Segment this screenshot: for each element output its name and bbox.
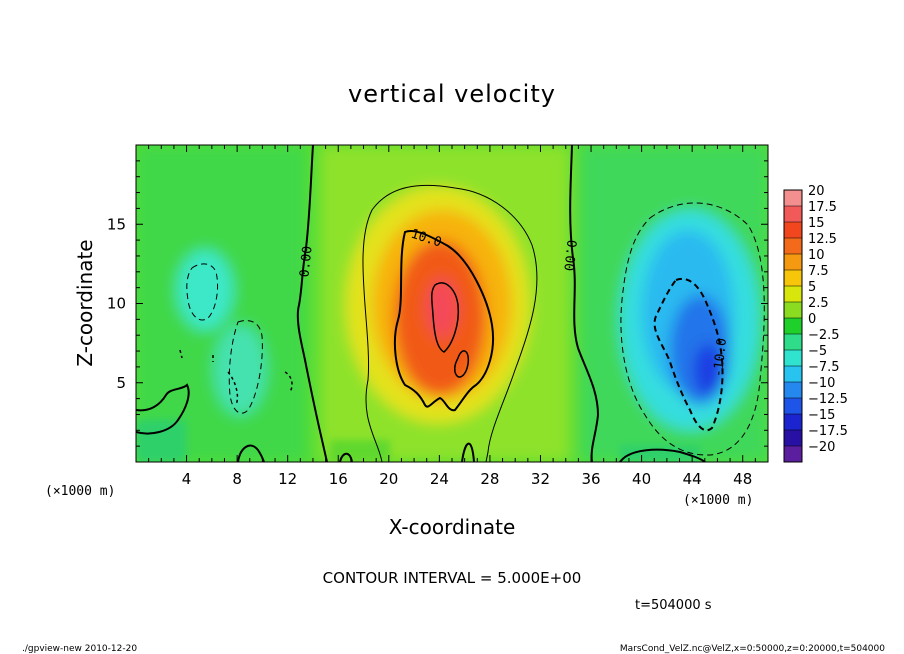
contour-label-zero-left: 0.00 — [297, 245, 315, 278]
contour-label-zero-right: 0.00 — [560, 239, 578, 272]
colorbar-label: −7.5 — [808, 360, 840, 375]
colorbar-label: 17.5 — [808, 200, 837, 215]
x-tick-label: 40 — [632, 470, 651, 488]
contour-negative-5-right — [620, 202, 765, 456]
contour-zero-right — [569, 145, 600, 462]
footer-right: MarsCond_VelZ.nc@VelZ,x=0:50000,z=0:2000… — [620, 644, 885, 654]
x-tick-label: 28 — [480, 470, 499, 488]
colorbar-label: 7.5 — [808, 264, 829, 279]
updraft-core — [426, 278, 458, 338]
colorbar-label: 12.5 — [808, 232, 837, 247]
colorbar-swatch — [784, 334, 802, 351]
x-tick-label: 12 — [278, 470, 297, 488]
contour-zero-lowerleft — [136, 383, 190, 435]
colorbar-swatch — [784, 446, 802, 463]
x-tick-label: 48 — [733, 470, 752, 488]
x-axis-label: X-coordinate — [389, 515, 516, 539]
colorbar-swatch — [784, 238, 802, 255]
colorbar-swatch — [784, 254, 802, 271]
colorbar-label: 10 — [808, 248, 825, 263]
contour-negative-10 — [653, 277, 724, 432]
x-tick-label: 16 — [329, 470, 348, 488]
x-tick-label: 44 — [683, 470, 702, 488]
ground-patch-1 — [136, 420, 186, 462]
contour-positive-5 — [362, 184, 538, 462]
colorbar-label: 0 — [808, 312, 816, 327]
colorbar-swatch — [784, 286, 802, 303]
colorbar-swatch — [784, 382, 802, 399]
colorbar-label: −5 — [808, 344, 827, 359]
colorbar-swatch — [784, 222, 802, 239]
x-unit-label-left: (×1000 m) — [45, 484, 115, 499]
contour-labels: 0.00 10.0 0.00 -10.0 — [297, 227, 730, 378]
contour-positive-15 — [431, 282, 460, 353]
colorbar-label: −20 — [808, 440, 835, 455]
colorbar-label: 2.5 — [808, 296, 829, 311]
colorbar-swatch — [784, 206, 802, 223]
colorbar-label: 15 — [808, 216, 825, 231]
downdraft-core — [694, 344, 722, 396]
y-tick-label: 5 — [116, 374, 126, 392]
colorbar-label: −2.5 — [808, 328, 840, 343]
colorbar-swatch — [784, 302, 802, 319]
x-tick-label: 8 — [232, 470, 242, 488]
x-tick-label: 36 — [581, 470, 600, 488]
contour-zero-left — [296, 145, 328, 462]
colorbar: 2017.51512.5107.552.50−2.5−5−7.5−10−12.5… — [783, 184, 848, 463]
colorbar-swatch — [784, 350, 802, 367]
colorbar-label: 5 — [808, 280, 816, 295]
x-unit-label-right: (×1000 m) — [683, 493, 753, 508]
contour-negative-5-left2 — [228, 320, 263, 414]
y-axis-label: Z-coordinate — [73, 239, 97, 366]
contour-lines — [136, 145, 765, 462]
time-label: t=504000 s — [635, 598, 712, 613]
colorbar-swatch — [784, 270, 802, 287]
x-tick-label: 32 — [531, 470, 550, 488]
ground-patch-2 — [330, 440, 390, 462]
colorbar-label: −12.5 — [808, 392, 848, 407]
plot-field: 0.00 10.0 0.00 -10.0 — [136, 145, 768, 462]
contour-positive-10 — [393, 230, 494, 412]
x-tick-label: 24 — [430, 470, 449, 488]
contour-positive-15b — [454, 350, 470, 378]
left-cyan-patch — [177, 250, 233, 330]
y-tick-label: 15 — [107, 215, 126, 233]
colorbar-swatch — [784, 398, 802, 415]
y-tick-label: 10 — [107, 295, 126, 313]
colorbar-swatch — [784, 366, 802, 383]
colorbar-swatch — [784, 430, 802, 447]
colorbar-swatch — [784, 318, 802, 335]
contour-zero-base — [237, 442, 706, 462]
colorbar-label: −15 — [808, 408, 835, 423]
colorbar-label: −10 — [808, 376, 835, 391]
colorbar-swatch — [784, 190, 802, 207]
chart-title: vertical velocity — [348, 80, 556, 108]
axis-ticks — [136, 145, 768, 462]
left-cyan-patch-lower — [214, 325, 266, 415]
colorbar-label: −17.5 — [808, 424, 848, 439]
x-tick-label: 20 — [379, 470, 398, 488]
colorbar-swatch — [784, 414, 802, 431]
colorbar-label: 20 — [808, 184, 825, 199]
contour-interval: CONTOUR INTERVAL = 5.000E+00 — [323, 569, 582, 587]
footer-left: ./gpview-new 2010-12-20 — [22, 644, 137, 654]
contour-label-minus-ten: -10.0 — [711, 337, 730, 377]
x-tick-label: 4 — [182, 470, 192, 488]
